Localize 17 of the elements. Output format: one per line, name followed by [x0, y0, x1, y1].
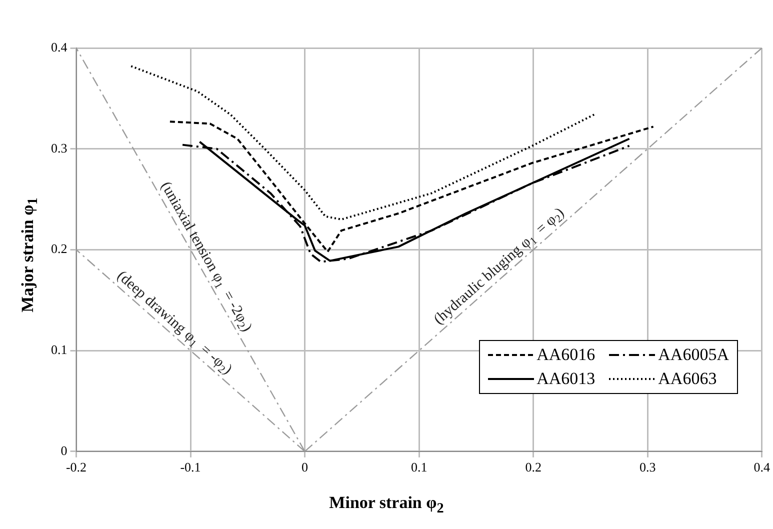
legend-label: AA6013 [536, 369, 596, 389]
legend-label: AA6016 [536, 345, 596, 365]
x-tick-label: 0.3 [639, 460, 656, 475]
x-tick-label: 0.1 [410, 460, 428, 475]
x-tick-label: 0.2 [525, 460, 542, 475]
legend-label: AA6005A [658, 345, 729, 365]
x-tick-label: 0 [302, 460, 308, 475]
legend-label: AA6063 [658, 369, 717, 389]
x-axis-title: Minor strain φ$_{2}$ [328, 493, 445, 518]
x-tick-label: -0.1 [180, 460, 201, 475]
y-tick-label: 0.2 [51, 241, 68, 256]
x-tick-label: 0.4 [754, 460, 770, 475]
y-tick-label: 0.3 [51, 140, 68, 156]
y-tick-label: 0.1 [51, 342, 68, 357]
y-tick-label: 0 [60, 442, 68, 458]
y-tick-label: 0.4 [51, 39, 68, 54]
x-tick-label: -0.2 [66, 460, 87, 475]
